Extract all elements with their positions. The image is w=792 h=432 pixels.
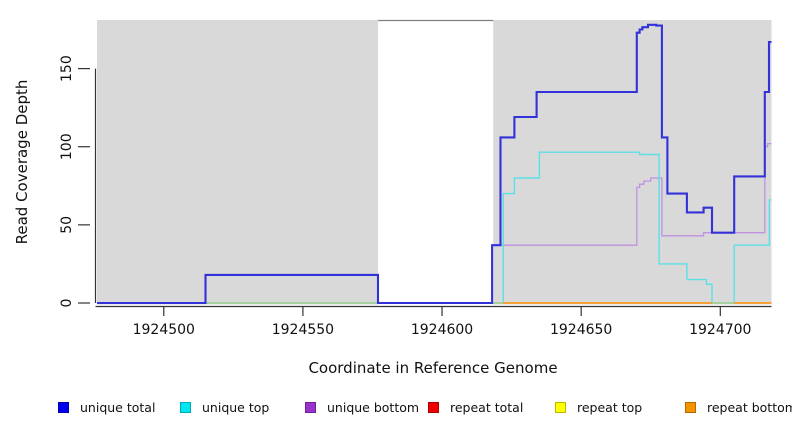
legend-item-repeat-total: repeat total [428,398,523,416]
x-tick-label: 1924600 [411,322,473,338]
legend-label: repeat top [577,399,643,415]
series-unique-total [97,23,772,305]
legend-label: unique top [202,399,270,415]
y-tick-label: 100 [59,133,75,160]
y-axis-title: Read Coverage Depth [13,80,31,245]
chart-legend: unique total unique top unique bottom repea… [0,398,792,420]
x-tick-label: 1924550 [272,322,334,338]
y-tick-label: 50 [59,216,75,234]
panel-band [97,20,379,305]
x-axis-title: Coordinate in Reference Genome [308,359,557,377]
legend-item-repeat-bottom: repeat bottom [685,398,792,416]
legend-label: unique bottom [327,399,420,415]
coverage-chart: 0 50 100 150 1924500 1924550 1924600 1924650 192… [13,19,772,377]
legend-label: repeat bottom [707,399,792,415]
legend-swatch-icon [180,401,191,413]
x-tick-label: 1924700 [689,322,751,338]
legend-item-unique-top: unique top [180,398,269,416]
panel-band [493,20,772,305]
legend-item-repeat-top: repeat top [555,398,642,416]
plot-area: 0 50 100 150 1924500 1924550 1924600 1924650 192… [59,19,772,338]
series-unique-top [97,151,772,304]
legend-swatch-icon [555,401,566,413]
x-tick-label: 1924650 [550,322,612,338]
legend-swatch-icon [685,401,696,413]
legend-swatch-icon [305,401,316,413]
legend-item-unique-total: unique total [58,398,155,416]
legend-swatch-icon [58,401,69,413]
y-tick-label: 0 [59,299,75,308]
legend-swatch-icon [428,401,439,413]
legend-label: unique total [80,399,156,415]
x-tick-label: 1924500 [133,322,195,338]
legend-item-unique-bottom: unique bottom [305,398,419,416]
legend-label: repeat total [450,399,524,415]
y-tick-label: 150 [59,55,75,82]
